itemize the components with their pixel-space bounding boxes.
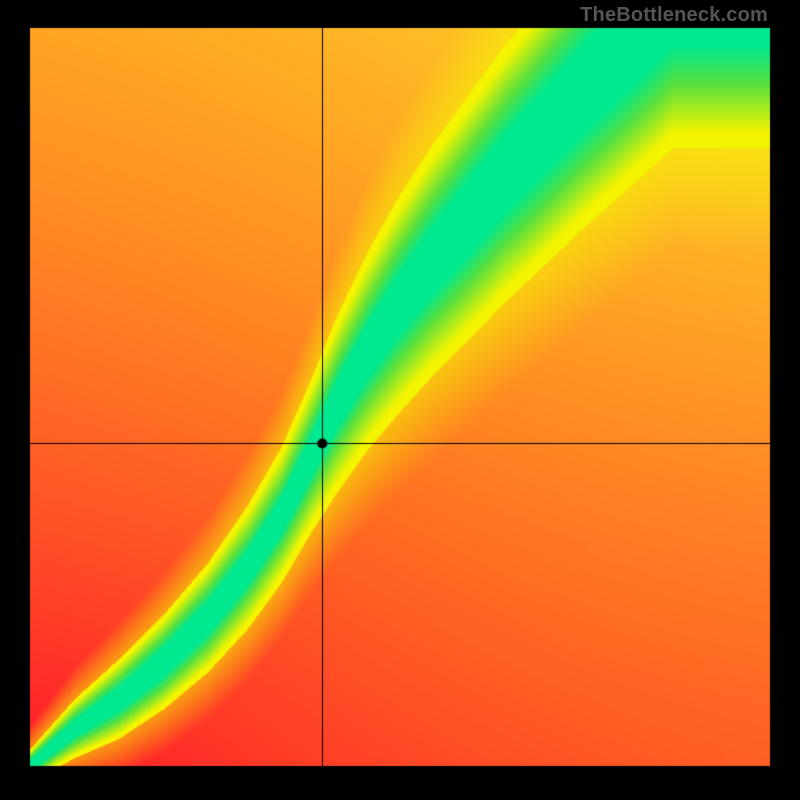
- chart-container: TheBottleneck.com: [0, 0, 800, 800]
- watermark-text: TheBottleneck.com: [580, 4, 768, 27]
- heatmap-canvas: [0, 0, 800, 800]
